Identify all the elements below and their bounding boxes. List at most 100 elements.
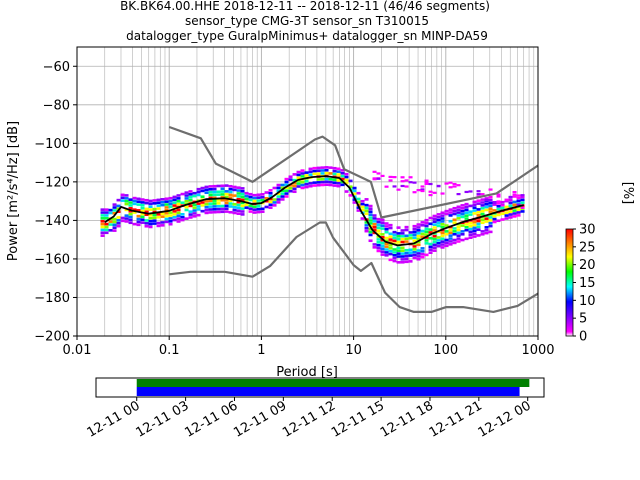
psd-cell xyxy=(388,226,393,230)
psd-cell xyxy=(484,200,489,203)
psd-cell xyxy=(176,194,181,197)
psd-cell xyxy=(444,232,449,236)
psd-cell xyxy=(440,240,445,243)
timeline-tick-label: 12-11 18 xyxy=(378,398,436,440)
psd-cell xyxy=(116,224,121,228)
psd-cell xyxy=(384,230,389,234)
psd-cell xyxy=(456,184,461,187)
psd-cell xyxy=(432,217,437,221)
psd-cell xyxy=(196,205,201,208)
psd-cell xyxy=(276,198,281,201)
psd-cell xyxy=(276,195,281,198)
psd-cell xyxy=(372,243,377,246)
x-axis-ticks: 0.01 0.1 1 10 100 1000 xyxy=(63,336,555,358)
psd-cell xyxy=(380,233,385,236)
psd-cell xyxy=(452,218,457,222)
y-tick-label: −160 xyxy=(34,252,70,267)
psd-cell xyxy=(204,188,209,192)
psd-cell xyxy=(404,260,409,264)
psd-cell xyxy=(424,227,429,231)
psd-cell xyxy=(120,219,125,223)
psd-cell xyxy=(516,211,521,214)
psd-cell xyxy=(184,208,189,212)
psd-cell xyxy=(148,202,153,206)
psd-cell xyxy=(284,189,289,192)
psd-cell xyxy=(296,182,301,185)
psd-cell xyxy=(144,198,149,202)
y-tick-label: −100 xyxy=(34,137,70,152)
psd-cell xyxy=(136,214,141,218)
x-axis-label: Period [s] xyxy=(276,365,338,380)
psd-cell xyxy=(224,201,229,205)
psd-cell xyxy=(120,216,125,220)
psd-cell xyxy=(404,254,409,258)
psd-cell xyxy=(372,225,377,229)
psd-cell xyxy=(512,200,517,204)
psd-cell xyxy=(516,208,521,211)
psd-cell xyxy=(384,239,389,243)
psd-cell xyxy=(376,217,381,221)
psd-cell xyxy=(300,183,305,187)
psd-cell xyxy=(400,234,405,238)
psd-cell xyxy=(240,204,245,208)
psd-cell xyxy=(168,222,173,226)
psd-cell xyxy=(392,233,397,237)
psd-cell xyxy=(104,214,109,217)
psd-cell xyxy=(452,227,457,230)
psd-cell xyxy=(412,233,417,237)
psd-cell xyxy=(376,249,381,253)
psd-cell xyxy=(448,228,453,232)
psd-cell xyxy=(316,181,321,184)
psd-cell xyxy=(516,196,521,200)
psd-cell xyxy=(424,182,429,185)
psd-cell xyxy=(376,172,381,175)
psd-cell xyxy=(168,217,173,220)
psd-cell xyxy=(136,209,141,212)
psd-cell xyxy=(312,169,317,173)
colorbar-label: [%] xyxy=(620,182,635,205)
psd-cell xyxy=(236,200,241,204)
psd-cell xyxy=(452,212,457,216)
psd-cell xyxy=(400,260,405,264)
psd-cell xyxy=(272,186,277,190)
psd-cell xyxy=(216,199,221,202)
psd-cell xyxy=(468,227,473,231)
psd-cell xyxy=(404,240,409,243)
psd-cell xyxy=(336,167,341,171)
psd-cell xyxy=(508,213,513,216)
psd-cell xyxy=(100,217,105,220)
psd-cell xyxy=(408,248,413,252)
psd-cell xyxy=(388,235,393,239)
psd-cell xyxy=(488,201,493,205)
psd-cell xyxy=(128,218,133,222)
psd-cell xyxy=(176,199,181,203)
psd-cell xyxy=(380,241,385,245)
psd-cell xyxy=(368,230,373,234)
psd-cell xyxy=(384,225,389,228)
psd-cell xyxy=(152,222,157,225)
psd-cell xyxy=(448,243,453,246)
psd-cell xyxy=(312,166,317,170)
colorbar-tick-label: 10 xyxy=(579,294,596,309)
psd-cell xyxy=(208,205,213,208)
psd-cell xyxy=(260,198,265,202)
psd-cell xyxy=(136,203,141,206)
psd-cell xyxy=(388,232,393,236)
psd-cell xyxy=(140,204,145,207)
timeline-tick-label: 12-11 03 xyxy=(133,398,191,440)
psd-cell xyxy=(280,195,285,198)
psd-cell xyxy=(212,193,217,197)
psd-cell xyxy=(480,232,485,236)
psd-cell xyxy=(444,182,449,185)
psd-cell xyxy=(200,204,205,207)
psd-cell xyxy=(364,206,369,210)
psd-cell xyxy=(204,208,209,212)
psd-cell xyxy=(468,204,473,208)
psd-cell xyxy=(220,198,225,202)
psd-cell xyxy=(436,213,441,216)
psd-cell xyxy=(328,183,333,187)
psd-cell xyxy=(484,205,489,209)
psd-cell xyxy=(244,203,249,207)
timeline-tick-label: 12-11 12 xyxy=(280,398,338,440)
psd-cell xyxy=(208,211,213,214)
